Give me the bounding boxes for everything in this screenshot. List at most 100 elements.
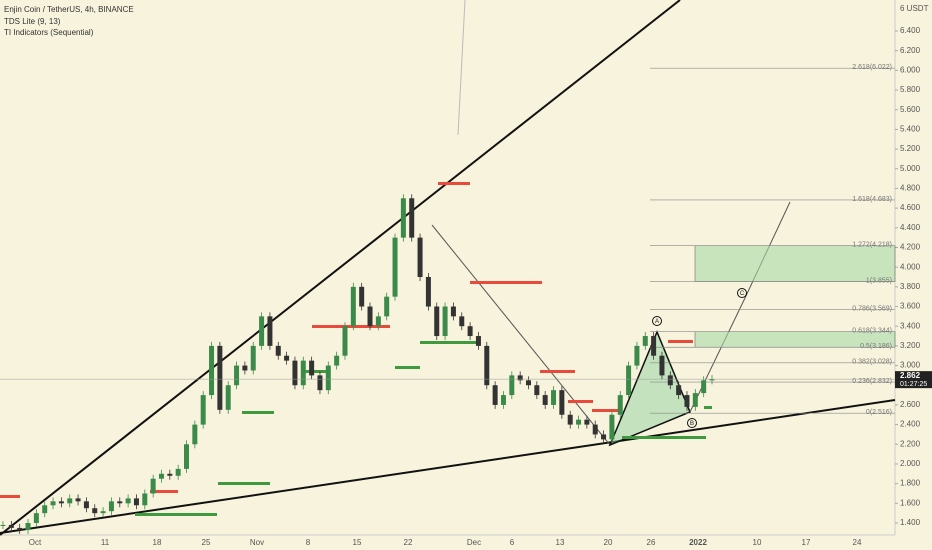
x-tick-label: 10 (753, 538, 762, 547)
candle (192, 424, 198, 445)
y-tick-label: 5.200 (900, 144, 921, 153)
candle (250, 345, 256, 371)
candle (692, 393, 698, 407)
candle (642, 336, 648, 346)
candle (634, 345, 640, 366)
fib-label: 1.618(4.683) (852, 196, 892, 203)
candle (601, 434, 607, 440)
x-tick-label: 8 (306, 538, 311, 547)
candle (492, 385, 498, 405)
fib-label: 1(3.855) (866, 277, 892, 284)
candle (442, 306, 448, 337)
candle (184, 444, 190, 469)
tds-level (218, 482, 270, 485)
x-tick-label: 6 (510, 538, 515, 547)
candle (400, 198, 406, 238)
y-tick-label: 3.200 (900, 341, 921, 350)
candle (100, 511, 106, 514)
candle (25, 522, 31, 530)
candle (175, 468, 181, 476)
candle (517, 375, 523, 381)
candle (133, 498, 139, 506)
tds-level (592, 409, 622, 412)
fib-label: 0.618(3.344) (852, 328, 892, 335)
projection (689, 201, 791, 413)
candle (209, 345, 215, 396)
candle (350, 286, 356, 327)
candle (467, 326, 473, 337)
y-tick-label: 1.600 (900, 498, 921, 507)
tds-level (0, 495, 20, 498)
fib-label: 0(2.516) (866, 409, 892, 416)
candle (334, 355, 340, 366)
candle (617, 395, 623, 415)
candle (292, 360, 298, 386)
candle (267, 316, 273, 346)
candle (450, 306, 456, 317)
indicator-label: TI Indicators (Sequential) (4, 28, 94, 37)
candle (317, 375, 323, 391)
chart-title: Enjin Coin / TetherUS, 4h, BINANCE (4, 5, 134, 14)
fib-label: 0.5(3.186) (860, 343, 892, 350)
candle (167, 473, 173, 476)
tds-level (438, 182, 470, 185)
tds-level (622, 436, 706, 439)
candle (475, 336, 481, 346)
candle (576, 419, 582, 425)
y-tick-label: 5.000 (900, 164, 921, 173)
candle (108, 501, 114, 512)
candle (500, 395, 506, 405)
tds-level (568, 400, 593, 403)
x-tick-label: 2022 (689, 538, 707, 547)
candle (626, 365, 632, 396)
x-tick-label: 26 (647, 538, 656, 547)
x-tick-label: Dec (467, 538, 481, 547)
y-tick-label: 2.200 (900, 439, 921, 448)
candle (509, 375, 515, 396)
candle (417, 237, 423, 277)
y-tick-label: 4.800 (900, 184, 921, 193)
candle (50, 501, 56, 506)
candle (534, 385, 540, 396)
candle (434, 306, 440, 337)
candle (58, 501, 64, 504)
candle (709, 379, 715, 381)
x-tick-label: 20 (604, 538, 613, 547)
x-tick-label: 18 (153, 538, 162, 547)
y-tick-label: 2.400 (900, 420, 921, 429)
y-tick-label: 3.600 (900, 302, 921, 311)
candle (217, 345, 223, 410)
candle (158, 473, 164, 479)
tds-level (312, 325, 390, 328)
candle (384, 296, 390, 317)
y-tick-label: 3.800 (900, 282, 921, 291)
candle (142, 493, 148, 506)
candle (484, 345, 490, 386)
wave-marker (737, 288, 747, 298)
candle (117, 501, 123, 504)
tds-level (704, 406, 712, 409)
last-price-box (895, 371, 932, 389)
wave-label: C (740, 291, 745, 297)
candle (659, 355, 665, 376)
x-tick-label: Oct (29, 538, 42, 547)
y-tick-label: 6.400 (900, 26, 921, 35)
y-tick-label: 3.000 (900, 361, 921, 370)
trendline (457, 0, 466, 136)
candle (309, 360, 315, 376)
candle (150, 478, 156, 494)
candle (609, 414, 615, 440)
y-tick-label: 5.600 (900, 105, 921, 114)
candle (75, 498, 81, 502)
candle (359, 286, 365, 307)
trendline (0, 399, 896, 534)
y-tick-label: 4.000 (900, 262, 921, 271)
x-tick-label: Nov (250, 538, 264, 547)
x-tick-label: 15 (353, 538, 362, 547)
candle (542, 395, 548, 405)
candle (676, 385, 682, 396)
candle (234, 365, 240, 386)
candle (17, 527, 23, 530)
candle (33, 513, 39, 523)
